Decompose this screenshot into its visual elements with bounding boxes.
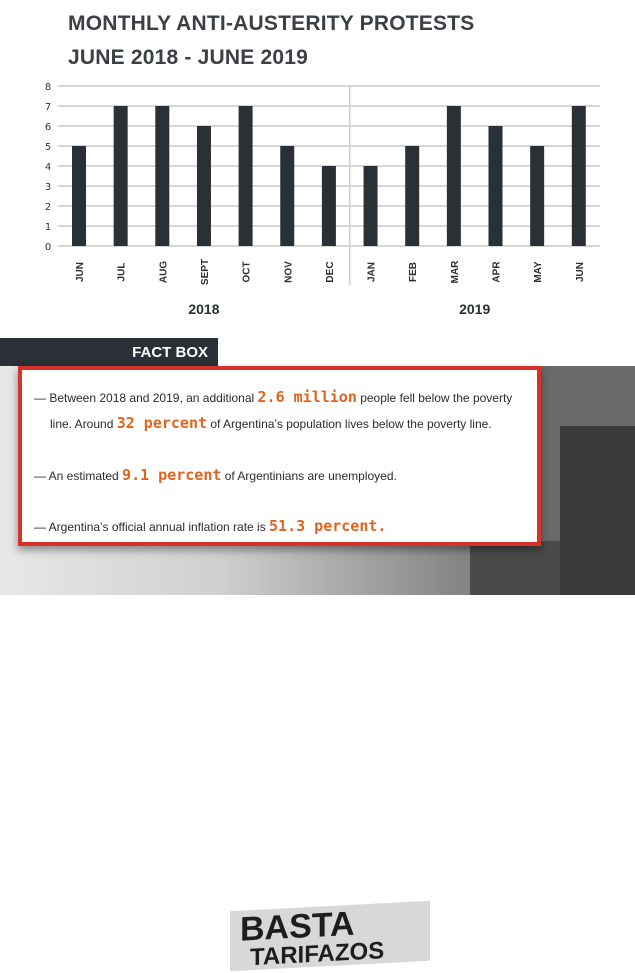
banner-text: TARIFAZOS	[250, 937, 385, 972]
bar-jun	[571, 106, 586, 246]
y-tick-label: 2	[45, 202, 51, 213]
y-tick-label: 3	[45, 182, 51, 193]
x-tick-label: AUG	[158, 261, 169, 283]
y-tick-label: 8	[45, 82, 51, 93]
bar-jan	[363, 166, 378, 246]
fact-line: — An estimated 9.1 percent of Argentinia…	[34, 466, 397, 484]
fact-line: line. Around 32 percent of Argentina’s p…	[50, 414, 492, 432]
bar-oct	[238, 106, 253, 246]
x-tick-label: MAR	[450, 260, 461, 284]
x-tick-label: SEPT	[200, 259, 211, 285]
fact-box-header: FACT BOX	[0, 338, 218, 366]
y-tick-label: 1	[45, 222, 51, 233]
fact-box-title: FACT BOX	[132, 344, 208, 361]
fact-box: — Between 2018 and 2019, an additional 2…	[18, 366, 541, 546]
y-tick-label: 6	[45, 122, 51, 133]
highlight: 9.1 percent	[122, 466, 222, 484]
x-tick-label: DEC	[325, 261, 336, 282]
bar-apr	[488, 126, 503, 246]
year-label: 2019	[459, 301, 490, 317]
x-tick-label: MAY	[533, 261, 544, 283]
x-tick-label: FEB	[408, 262, 419, 282]
highlight: 32 percent	[116, 414, 208, 432]
x-tick-label: OCT	[242, 261, 253, 282]
y-tick-label: 7	[45, 102, 51, 113]
bar-chart: 0 1 2 3 4 5 6 7 8 JUN JUL AUG SEPT OCT NOV DEC JAN FEB MAR…	[45, 82, 600, 317]
bar-mar	[446, 106, 461, 246]
bar-feb	[405, 146, 420, 246]
fact-line: — Argentina’s official annual inflation …	[34, 517, 387, 535]
bar-nov	[280, 146, 295, 246]
x-tick-label: JUN	[575, 262, 586, 282]
bar-jun	[72, 146, 86, 246]
y-tick-label: 0	[45, 242, 51, 253]
x-tick-label: JUL	[117, 263, 128, 282]
chart-title-line2: JUNE 2018 - JUNE 2019	[68, 46, 308, 69]
y-tick-label: 5	[45, 142, 51, 153]
y-tick-label: 4	[45, 162, 51, 173]
bar-jul	[113, 106, 128, 246]
chart-title-line1: MONTHLY ANTI-AUSTERITY PROTESTS	[68, 12, 475, 35]
bar-may	[530, 146, 545, 246]
x-tick-label: JUN	[75, 262, 86, 282]
bar-sept	[196, 126, 211, 246]
bar-aug	[155, 106, 170, 246]
year-label: 2018	[188, 301, 219, 317]
highlight: 51.3 percent.	[269, 517, 387, 535]
protest-banner: BASTA TARIFAZOS	[230, 900, 430, 972]
x-tick-label: NOV	[283, 261, 294, 283]
bar-dec	[321, 166, 336, 246]
highlight: 2.6 million	[257, 388, 357, 406]
x-tick-label: JAN	[367, 262, 378, 282]
x-tick-label: APR	[492, 261, 503, 283]
fact-line: — Between 2018 and 2019, an additional 2…	[34, 388, 513, 406]
